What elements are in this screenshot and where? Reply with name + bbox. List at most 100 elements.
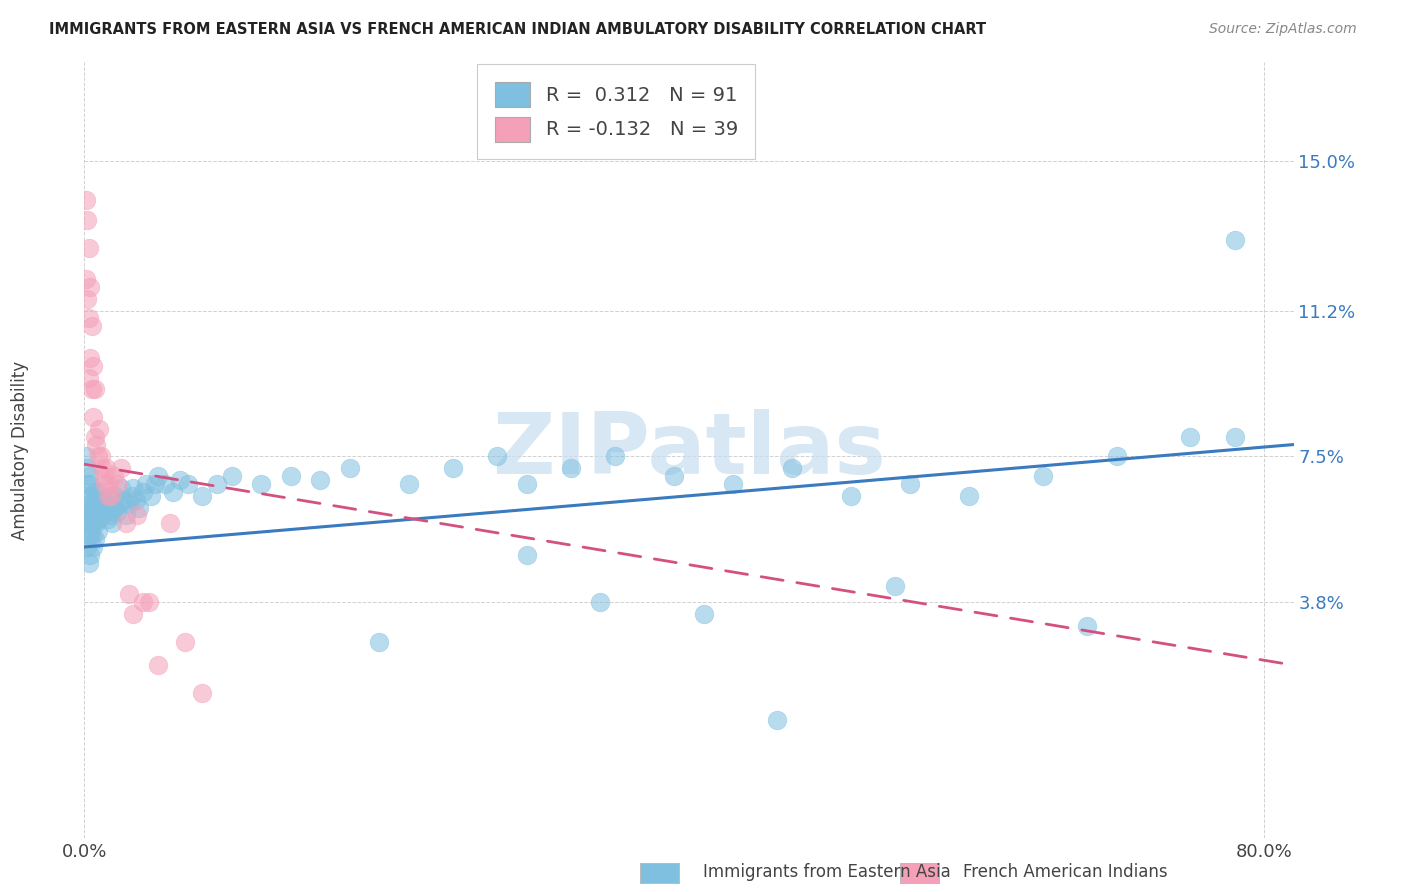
Point	[169, 473, 191, 487]
Point	[105, 504, 128, 518]
Point	[76, 508, 98, 523]
Point	[82, 540, 104, 554]
Point	[76, 461, 98, 475]
Point	[692, 607, 714, 621]
Point	[138, 595, 160, 609]
Point	[77, 241, 100, 255]
Text: Source: ZipAtlas.com: Source: ZipAtlas.com	[1209, 22, 1357, 37]
Point	[86, 500, 108, 515]
Point	[79, 351, 101, 365]
Point	[766, 714, 789, 728]
Point	[80, 383, 103, 397]
Point	[80, 319, 103, 334]
Point	[76, 540, 98, 554]
Text: IMMIGRANTS FROM EASTERN ASIA VS FRENCH AMERICAN INDIAN AMBULATORY DISABILITY COR: IMMIGRANTS FROM EASTERN ASIA VS FRENCH A…	[49, 22, 987, 37]
Point	[86, 450, 108, 464]
Point	[159, 516, 181, 531]
Point	[97, 512, 120, 526]
Point	[76, 292, 98, 306]
Point	[90, 500, 112, 515]
Point	[110, 481, 132, 495]
Point	[75, 194, 97, 208]
Point	[82, 516, 104, 531]
Point	[1032, 469, 1054, 483]
Point	[77, 556, 100, 570]
Point	[155, 477, 177, 491]
Point	[114, 508, 136, 523]
Point	[77, 528, 100, 542]
Point	[176, 477, 198, 491]
Point	[898, 477, 921, 491]
Point	[87, 512, 110, 526]
Point	[77, 469, 100, 483]
Point	[79, 477, 101, 491]
Point	[146, 469, 169, 483]
Point	[128, 500, 150, 515]
Point	[139, 489, 162, 503]
Point	[110, 461, 132, 475]
Point	[75, 516, 97, 531]
Point	[82, 409, 104, 424]
Point	[91, 508, 114, 523]
Point	[111, 492, 134, 507]
Point	[77, 370, 100, 384]
Point	[127, 508, 149, 523]
Point	[250, 477, 273, 491]
Point	[441, 461, 464, 475]
Point	[80, 489, 103, 503]
Point	[96, 461, 118, 475]
Point	[90, 450, 112, 464]
Point	[125, 492, 148, 507]
Point	[135, 477, 157, 491]
Point	[83, 532, 105, 546]
Point	[87, 422, 110, 436]
Point	[103, 469, 125, 483]
Point	[884, 579, 907, 593]
Point	[84, 437, 107, 451]
Point	[516, 477, 538, 491]
Point	[516, 548, 538, 562]
Y-axis label: Ambulatory Disability: Ambulatory Disability	[11, 361, 28, 540]
Point	[79, 548, 101, 562]
Point	[79, 524, 101, 539]
Point	[101, 516, 124, 531]
Point	[280, 469, 302, 483]
Point	[1105, 450, 1128, 464]
Point	[1076, 619, 1098, 633]
Point	[96, 504, 118, 518]
Point	[77, 497, 100, 511]
Point	[398, 477, 420, 491]
Legend: R =  0.312   N = 91, R = -0.132   N = 39: R = 0.312 N = 91, R = -0.132 N = 39	[478, 64, 755, 159]
Point	[589, 595, 612, 609]
Point	[84, 492, 107, 507]
Point	[368, 634, 391, 648]
Point	[221, 469, 243, 483]
Point	[143, 477, 166, 491]
Point	[94, 477, 117, 491]
Point	[114, 516, 136, 531]
Point	[86, 524, 108, 539]
Point	[605, 450, 627, 464]
Point	[79, 504, 101, 518]
Point	[721, 477, 744, 491]
Point	[121, 489, 143, 503]
Point	[1223, 430, 1246, 444]
Point	[76, 213, 98, 227]
Point	[309, 473, 332, 487]
Point	[780, 461, 803, 475]
Point	[91, 461, 114, 475]
Point	[83, 383, 105, 397]
Point	[1180, 430, 1202, 444]
Point	[93, 492, 115, 507]
Point	[560, 461, 582, 475]
Point	[191, 686, 214, 700]
Point	[122, 607, 145, 621]
Point	[104, 489, 127, 503]
Point	[75, 450, 97, 464]
Point	[132, 484, 155, 499]
Point	[108, 497, 131, 511]
Point	[162, 484, 184, 499]
Point	[957, 489, 980, 503]
Point	[100, 508, 122, 523]
Point	[486, 450, 509, 464]
